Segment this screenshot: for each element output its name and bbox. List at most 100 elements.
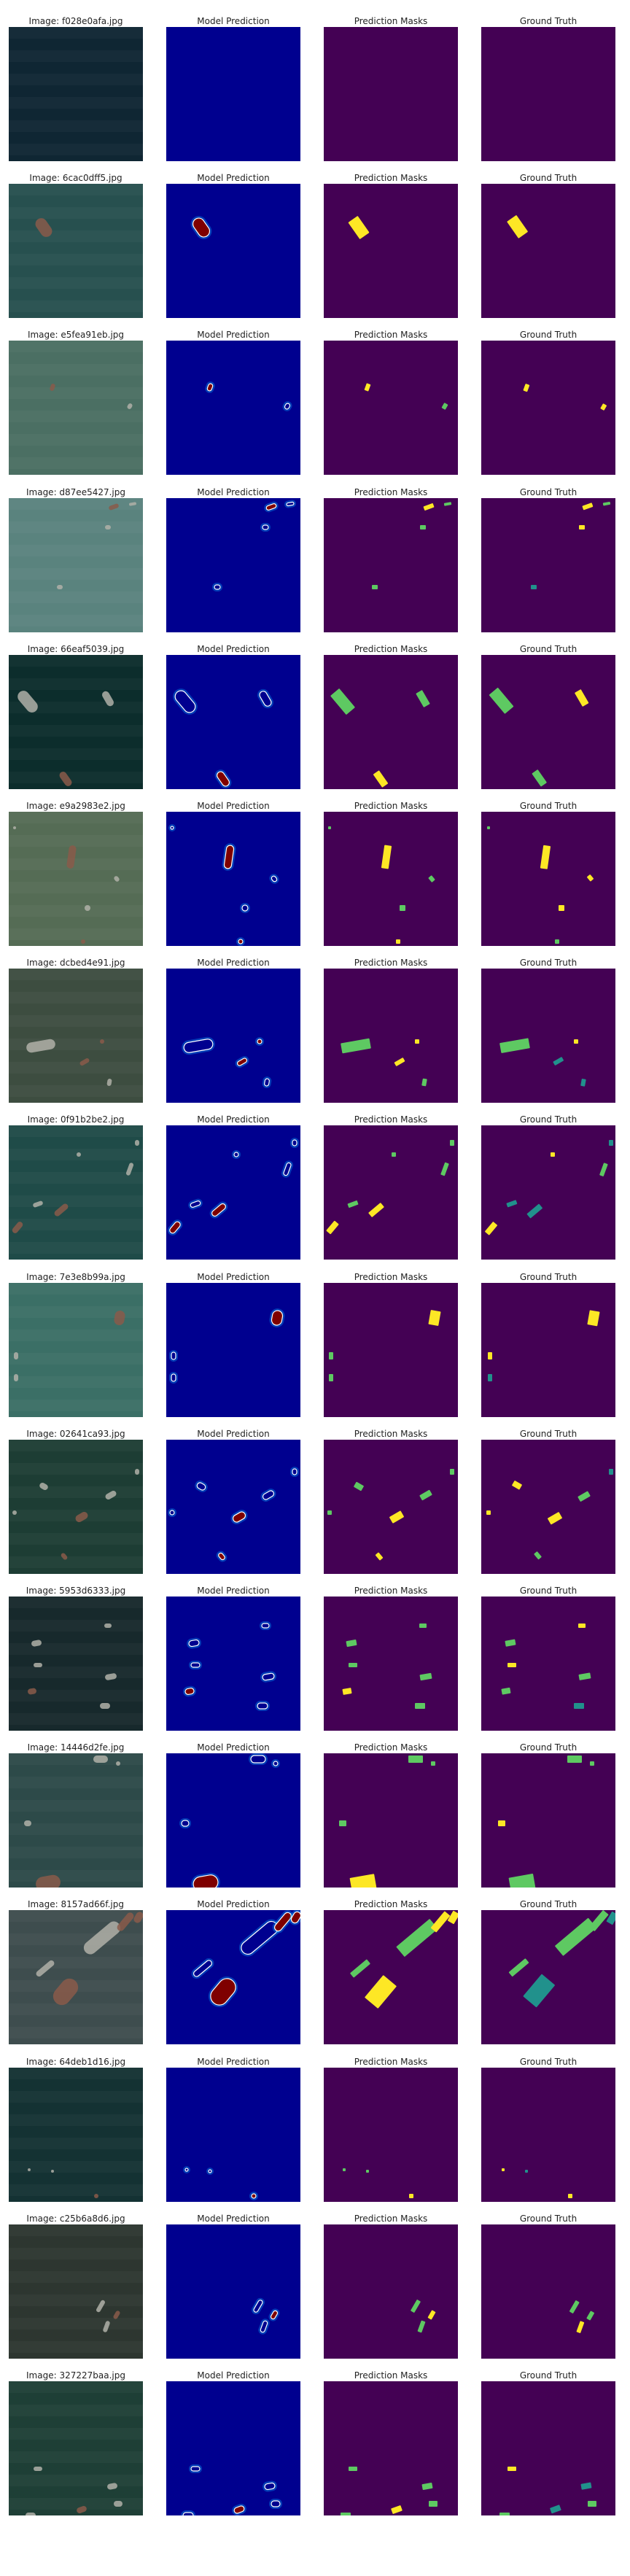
photo-texture: [9, 1149, 143, 1160]
panel-background: [9, 812, 143, 946]
panel-graphic: [324, 969, 458, 1103]
panel-background: [9, 1597, 143, 1731]
ship-object: [35, 218, 52, 237]
ship-object: [106, 1079, 112, 1086]
photo-texture: [9, 2451, 143, 2463]
prediction-contour: [233, 2505, 245, 2514]
predicted-mask-instance: [365, 1975, 397, 2009]
ship-object: [77, 1152, 81, 1157]
ground-truth-mask-panel: [481, 2381, 615, 2515]
ground-truth-instance: [574, 1703, 584, 1709]
ground-truth-mask-panel: [481, 969, 615, 1103]
panel-graphic: [324, 184, 458, 318]
photo-texture: [9, 1219, 143, 1230]
ground-truth-instance: [599, 1163, 608, 1176]
ground-truth-instance: [487, 826, 490, 829]
photo-texture: [9, 2498, 143, 2510]
photo-texture: [9, 545, 143, 556]
ground-truth-title: Ground Truth: [519, 487, 578, 497]
model-prediction-heatmap: [166, 1440, 300, 1574]
panel-background: [481, 27, 615, 161]
panel-graphic: [9, 27, 143, 161]
ground-truth-instance: [567, 1756, 582, 1763]
predicted-mask-instance: [428, 875, 435, 882]
model-prediction-heatmap: [166, 184, 300, 318]
photo-texture: [9, 812, 143, 823]
ship-object: [114, 876, 120, 882]
model-prediction-heatmap: [166, 1910, 300, 2044]
ground-truth-title: Ground Truth: [519, 2370, 578, 2381]
photo-texture: [9, 2114, 143, 2126]
panel-graphic: [324, 1597, 458, 1731]
ship-object: [129, 502, 136, 506]
ship-object: [61, 1553, 68, 1560]
ground-truth-instance: [580, 1079, 586, 1087]
predicted-mask-instance: [373, 770, 389, 788]
photo-texture: [9, 835, 143, 847]
predicted-mask-instance: [329, 1374, 333, 1381]
ground-truth-instance: [512, 1481, 522, 1490]
predicted-mask-instance: [415, 1703, 425, 1709]
model-prediction-heatmap: [166, 27, 300, 161]
prediction-contour: [232, 1511, 246, 1523]
panel-background: [9, 1440, 143, 1574]
ground-truth-instance: [586, 2311, 594, 2321]
predicted-mask-instance: [342, 1688, 352, 1695]
predicted-mask-instance: [421, 1078, 427, 1087]
ground-truth-instance: [534, 1551, 542, 1560]
panel-background: [481, 655, 615, 789]
ship-object: [125, 1163, 134, 1176]
prediction-mask-panel: [324, 1597, 458, 1731]
model-prediction-title: Model Prediction: [197, 2370, 270, 2381]
photo-texture: [9, 1847, 143, 1858]
panel-background: [166, 2381, 300, 2515]
photo-texture: [9, 1753, 143, 1765]
panel-graphic: [324, 498, 458, 632]
predicted-mask-instance: [349, 1874, 377, 1888]
panel-background: [166, 2068, 300, 2202]
model-prediction-heatmap: [166, 1283, 300, 1417]
photo-texture: [9, 184, 143, 195]
photo-texture: [9, 858, 143, 870]
photo-texture: [9, 1353, 143, 1365]
photo-texture: [9, 364, 143, 376]
panel-graphic: [324, 1125, 458, 1260]
ground-truth-title: Ground Truth: [519, 173, 578, 183]
prediction-masks-title: Prediction Masks: [354, 16, 428, 26]
prediction-contour: [236, 1058, 248, 1066]
image-filename-title: Image: 0f91b2be2.jpg: [27, 1114, 125, 1125]
prediction-contour: [264, 2482, 276, 2491]
ground-truth-instance: [578, 1672, 591, 1680]
image-filename-title: Image: 7e3e8b99a.jpg: [26, 1272, 125, 1282]
ship-object: [94, 2194, 98, 2198]
predicted-mask-instance: [347, 1200, 359, 1208]
ground-truth-title: Ground Truth: [519, 1742, 578, 1753]
photo-texture: [9, 882, 143, 893]
panel-graphic: [324, 1753, 458, 1888]
satellite-image-panel: [9, 498, 143, 632]
ground-truth-instance: [488, 1352, 492, 1359]
ground-truth-instance: [590, 1761, 594, 1766]
panel-graphic: [324, 655, 458, 789]
image-filename-title: Image: 6cac0dff5.jpg: [29, 173, 122, 183]
prediction-mask-panel: [324, 2224, 458, 2359]
predicted-mask-instance: [419, 1623, 427, 1628]
panel-background: [324, 2381, 458, 2515]
prediction-contour: [188, 1639, 200, 1648]
model-prediction-title: Model Prediction: [197, 958, 270, 968]
ground-truth-title: Ground Truth: [519, 1429, 578, 1439]
predicted-mask-instance: [440, 1162, 449, 1176]
photo-texture: [9, 2184, 143, 2196]
prediction-contour: [174, 690, 196, 713]
panel-graphic: [481, 2381, 615, 2515]
panel-background: [481, 184, 615, 318]
ship-object: [50, 384, 55, 391]
photo-texture: [9, 725, 143, 737]
ground-truth-mask-panel: [481, 27, 615, 161]
panel-graphic: [9, 1910, 143, 2044]
panel-background: [9, 498, 143, 632]
prediction-mask-panel: [324, 1125, 458, 1260]
panel-graphic: [166, 2068, 300, 2202]
predicted-mask-instance: [348, 216, 370, 239]
photo-texture: [9, 615, 143, 626]
